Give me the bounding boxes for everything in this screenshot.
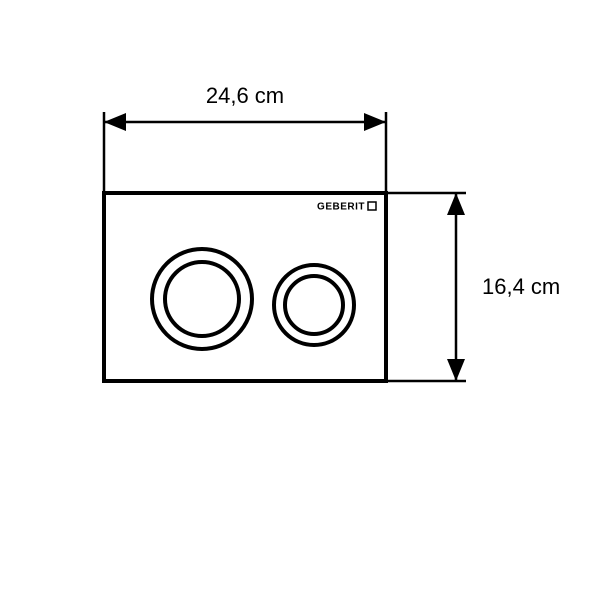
flush-button-small-inner-ring (285, 276, 343, 334)
width-dimension-label: 24,6 cm (206, 83, 284, 108)
arrowhead (447, 359, 465, 381)
arrowhead (447, 193, 465, 215)
flush-button-small (274, 265, 354, 345)
height-dimension-label: 16,4 cm (482, 274, 560, 299)
flush-plate-outline (104, 193, 386, 381)
arrowhead (104, 113, 126, 131)
brand-logo-square-icon (368, 202, 376, 210)
flush-button-large (152, 249, 252, 349)
arrowhead (364, 113, 386, 131)
flush-button-large-inner-ring (165, 262, 239, 336)
brand-label: GEBERIT (317, 202, 365, 213)
brand-logo: GEBERIT (317, 202, 376, 213)
